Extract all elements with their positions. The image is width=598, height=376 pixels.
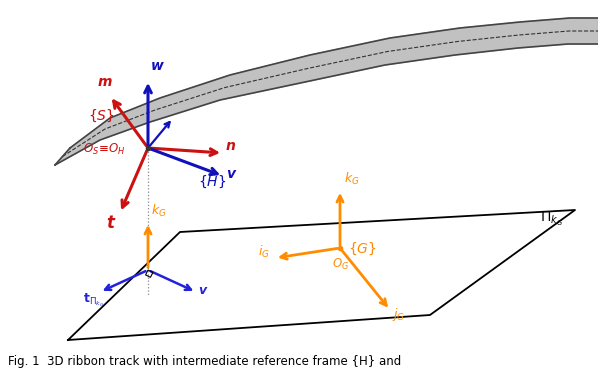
Text: m: m: [98, 75, 112, 89]
Text: $\{S\}$: $\{S\}$: [88, 108, 115, 124]
Text: $k_G$: $k_G$: [151, 203, 167, 219]
Text: n: n: [226, 139, 236, 153]
Text: $\mathbf{t}_{\Pi_{k_G}}$: $\mathbf{t}_{\Pi_{k_G}}$: [83, 291, 105, 309]
Text: $i_G$: $i_G$: [258, 244, 270, 260]
Text: $\Pi_{k_G}$: $\Pi_{k_G}$: [540, 210, 563, 228]
Text: $\{G\}$: $\{G\}$: [348, 241, 377, 257]
Polygon shape: [55, 18, 598, 165]
Text: $\{H\}$: $\{H\}$: [198, 174, 227, 190]
Polygon shape: [68, 210, 575, 340]
Text: $O_G$: $O_G$: [332, 257, 349, 272]
Text: v: v: [198, 284, 206, 297]
Text: Fig. 1  3D ribbon track with intermediate reference frame {H} and: Fig. 1 3D ribbon track with intermediate…: [8, 355, 401, 368]
Text: t: t: [106, 214, 114, 232]
Text: $O_S\!\equiv\!O_H$: $O_S\!\equiv\!O_H$: [83, 142, 126, 157]
Text: w: w: [151, 59, 164, 73]
Text: $k_G$: $k_G$: [344, 171, 359, 187]
Text: v: v: [226, 167, 235, 181]
Text: $j_G$: $j_G$: [392, 306, 405, 323]
